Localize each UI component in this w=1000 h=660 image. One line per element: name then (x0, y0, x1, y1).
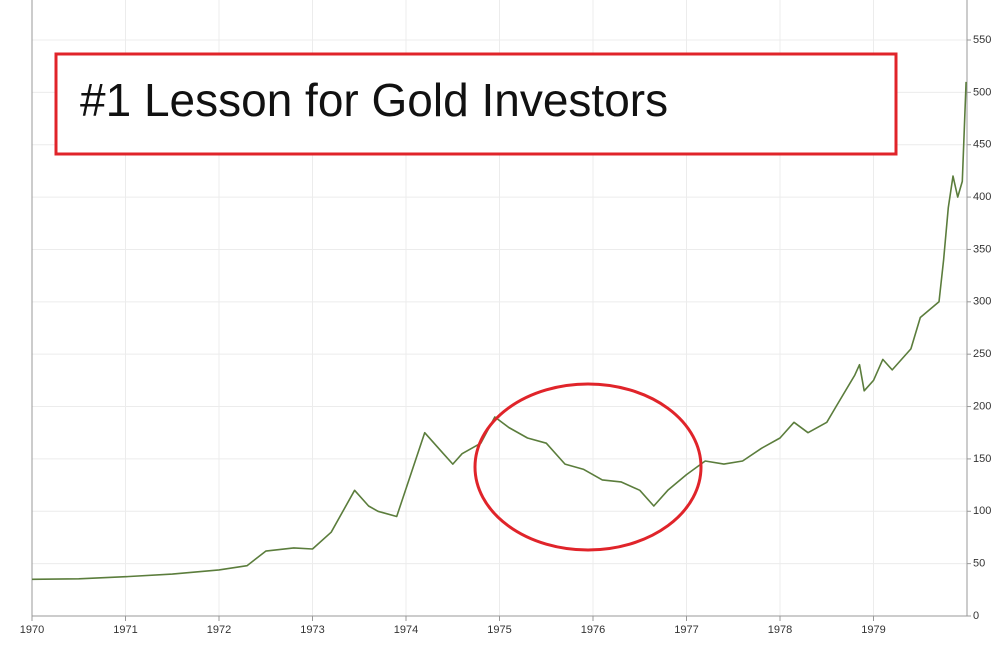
y-tick-label: 450 (973, 139, 991, 151)
highlight-ellipse (473, 382, 703, 552)
x-tick-label: 1979 (861, 624, 885, 636)
x-tick-label: 1971 (113, 624, 137, 636)
y-tick-label: 100 (973, 505, 991, 517)
x-tick-label: 1976 (581, 624, 605, 636)
y-tick-label: 550 (973, 34, 991, 46)
y-tick-label: 150 (973, 453, 991, 465)
plot (31, 81, 967, 581)
price-line (31, 81, 967, 581)
x-tick-label: 1975 (487, 624, 511, 636)
y-tick-label: 50 (973, 558, 985, 570)
chart-title: #1 Lesson for Gold Investors (80, 74, 668, 126)
y-tick-label: 0 (973, 610, 979, 622)
x-tick-label: 1973 (300, 624, 324, 636)
title-box (54, 52, 898, 156)
y-tick-label: 200 (973, 400, 991, 412)
y-tick-label: 350 (973, 243, 991, 255)
y-tick-label: 250 (973, 348, 991, 360)
x-tick-label: 1970 (20, 624, 44, 636)
y-tick-label: 400 (973, 191, 991, 203)
y-tick-label: 500 (973, 86, 991, 98)
x-tick-label: 1978 (768, 624, 792, 636)
x-tick-label: 1974 (394, 624, 418, 636)
x-tick-label: 1977 (674, 624, 698, 636)
x-tick-label: 1972 (207, 624, 231, 636)
y-tick-label: 300 (973, 296, 991, 308)
